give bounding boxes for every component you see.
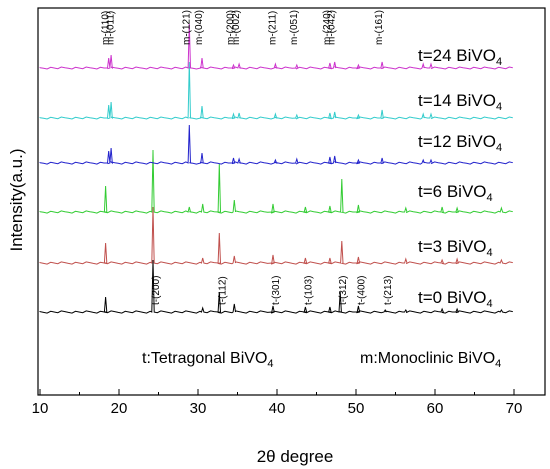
annotation-top-6: m-(211) — [267, 11, 278, 45]
series-label-5: t=24 BiVO4 — [418, 46, 502, 68]
annotation-bottom-4: t-(312) — [338, 276, 349, 305]
series-group: t=0 BiVO4 t=3 BiVO4 t=6 BiVO4 t=12 BiVO4 t=1… — [39, 23, 513, 314]
plot-frame — [37, 7, 546, 396]
x-axis-title: 2θ degree — [257, 447, 334, 466]
series-line-4 — [39, 61, 513, 120]
annotation-top-3: m-(040) — [194, 10, 205, 45]
x-tick-label-30: 30 — [190, 400, 207, 417]
annotation-bottom-0: t-(200) — [151, 276, 162, 305]
annotation-bottom-3: t-(103) — [303, 276, 314, 305]
annotation-top-10: m-(161) — [374, 10, 385, 45]
annotation-bottom-5: t-(400) — [356, 276, 367, 305]
annotation-top-0: m-(110) — [101, 11, 112, 45]
series-line-2 — [39, 149, 513, 214]
x-tick-label-40: 40 — [269, 400, 286, 417]
legend-note-tetragonal: t:Tetragonal BiVO4 — [142, 350, 274, 370]
series-label-1: t=3 BiVO4 — [418, 237, 493, 259]
x-axis-ticks: 10 20 30 40 50 60 70 — [32, 389, 523, 417]
annotation-bottom-2: t-(301) — [271, 276, 282, 305]
annotation-top-7: m-(051) — [289, 10, 300, 45]
series-label-0: t=0 BiVO4 — [418, 288, 493, 310]
x-tick-label-20: 20 — [111, 400, 128, 417]
x-tick-label-70: 70 — [506, 400, 523, 417]
legend-note-monoclinic: m:Monoclinic BiVO4 — [360, 350, 501, 370]
x-tick-label-50: 50 — [348, 400, 365, 417]
annotation-top-2: m-(121) — [181, 10, 192, 45]
annotation-bottom-6: t-(213) — [383, 276, 394, 305]
annotation-bottom-1: t-(112) — [217, 276, 228, 305]
series-label-2: t=6 BiVO4 — [418, 182, 493, 204]
peak-annotations: m-(110)m-(011) m-(121) m-(040) m-(200)m-(00… — [101, 10, 395, 305]
series-line-0 — [39, 259, 513, 314]
annotation-top-9: m-(042) — [327, 10, 338, 45]
series-label-3: t=12 BiVO4 — [418, 132, 502, 154]
series-line-5 — [39, 23, 513, 70]
series-line-3 — [39, 124, 513, 165]
series-line-1 — [39, 206, 513, 265]
annotation-top-8: m-(240) — [322, 10, 333, 45]
x-tick-label-60: 60 — [427, 400, 444, 417]
y-axis-title: Intensity(a.u.) — [7, 149, 26, 252]
x-tick-label-10: 10 — [32, 400, 49, 417]
series-label-4: t=14 BiVO4 — [418, 91, 502, 113]
annotation-top-5: m-(002) — [231, 10, 242, 45]
annotation-top-1: m-(011) — [105, 11, 116, 45]
annotation-top-4: m-(200) — [226, 10, 237, 45]
